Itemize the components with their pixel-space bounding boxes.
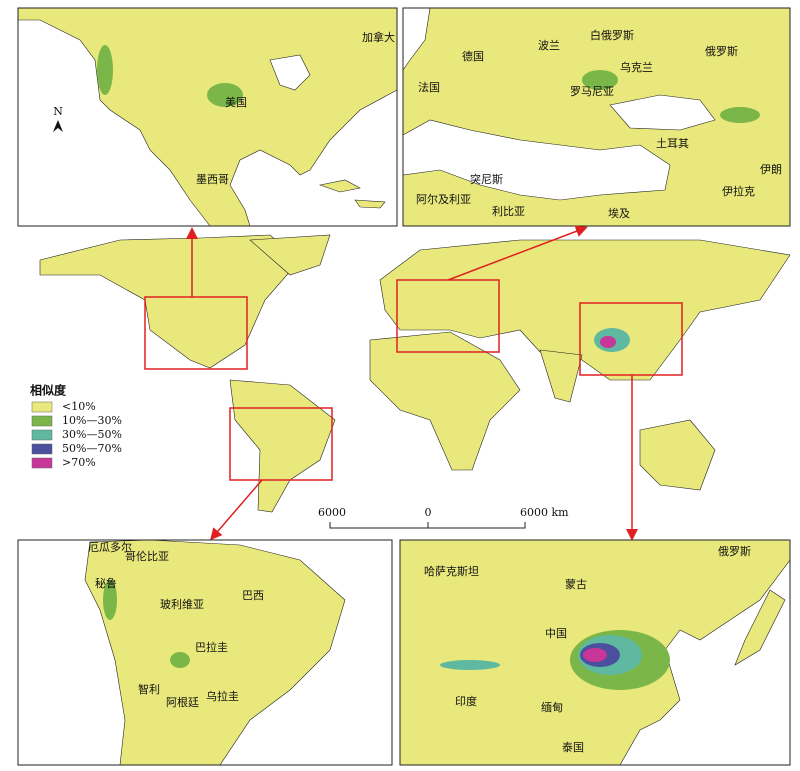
legend-label: >70% xyxy=(62,456,96,469)
country-label: 泰国 xyxy=(562,740,584,754)
north-arrow xyxy=(53,120,63,132)
country-label: 印度 xyxy=(455,694,477,708)
inset-europe: 白俄罗斯 波兰 德国 俄罗斯 乌克兰 法国 罗马尼亚 土耳其 伊朗 伊拉克 阿尔… xyxy=(402,7,791,227)
country-label: 俄罗斯 xyxy=(718,545,751,558)
country-label: 蒙古 xyxy=(565,578,587,591)
similarity-patch xyxy=(583,648,607,662)
country-label: 伊朗 xyxy=(760,163,782,176)
country-label: 法国 xyxy=(418,80,440,94)
legend-swatch xyxy=(31,429,53,441)
country-label: 厄瓜多尔 xyxy=(88,540,132,554)
country-label: 伊拉克 xyxy=(722,184,755,198)
similarity-patch xyxy=(207,83,243,107)
north-label: N xyxy=(53,105,63,118)
inset-south-america: 厄瓜多尔 哥伦比亚 秘鲁 玻利维亚 巴西 巴拉圭 智利 阿根廷 乌拉圭 xyxy=(17,539,393,766)
island xyxy=(354,199,386,209)
island xyxy=(318,179,361,193)
country-label: 乌克兰 xyxy=(620,60,653,74)
japan xyxy=(734,589,786,666)
africa xyxy=(369,331,521,471)
country-label: 乌拉圭 xyxy=(206,689,239,703)
similarity-patch xyxy=(440,660,500,670)
north-america xyxy=(39,234,301,369)
country-label: 罗马尼亚 xyxy=(570,85,614,98)
legend-label: 50%—70% xyxy=(62,442,122,455)
south-america xyxy=(229,379,336,513)
country-label: 秘鲁 xyxy=(95,576,117,590)
inset-frame xyxy=(17,7,398,227)
sea xyxy=(402,119,671,201)
eurasia xyxy=(379,239,791,381)
legend-label: <10% xyxy=(62,400,96,413)
similarity-patch xyxy=(582,70,618,90)
country-label: 土耳其 xyxy=(656,137,689,150)
country-label: 智利 xyxy=(138,682,160,696)
india xyxy=(539,349,583,403)
country-label: 俄罗斯 xyxy=(705,45,738,58)
country-label: 德国 xyxy=(462,49,484,63)
black-sea xyxy=(609,94,716,131)
country-label: 中国 xyxy=(545,627,567,640)
region-box xyxy=(229,407,333,481)
region-box xyxy=(144,296,248,370)
legend-swatch xyxy=(31,415,53,427)
country-label: 缅甸 xyxy=(541,700,563,714)
legend-label: 10%—30% xyxy=(62,414,122,427)
greenland xyxy=(249,234,331,276)
country-label: 哥伦比亚 xyxy=(125,549,169,563)
arrow xyxy=(210,479,263,541)
country-label: 波兰 xyxy=(538,39,560,52)
legend-title: 相似度 xyxy=(30,383,67,398)
scale-label: 6000 km xyxy=(520,506,569,519)
arrow xyxy=(447,225,588,281)
legend: 相似度 <10%10%—30%30%—50%50%—70%>70% xyxy=(30,383,122,470)
country-label: 玻利维亚 xyxy=(160,598,204,611)
lake xyxy=(269,54,311,91)
similarity-patch xyxy=(600,336,616,348)
inset-north-america: 加拿大 美国 墨西哥 N xyxy=(17,7,398,227)
country-label: 巴拉圭 xyxy=(195,640,228,654)
similarity-patch xyxy=(170,652,190,668)
inset-frame xyxy=(399,539,791,766)
country-label: 白俄罗斯 xyxy=(590,28,634,42)
inset-asia: 哈萨克斯坦 俄罗斯 蒙古 中国 印度 缅甸 泰国 xyxy=(399,539,791,766)
similarity-patch xyxy=(97,45,113,95)
country-label: 突尼斯 xyxy=(470,172,503,186)
country-label: 哈萨克斯坦 xyxy=(424,564,479,578)
inset-frame xyxy=(402,7,791,227)
scale-label: 6000 xyxy=(318,506,346,519)
country-label: 巴西 xyxy=(242,589,264,602)
legend-swatch xyxy=(31,457,53,469)
country-label: 埃及 xyxy=(608,206,630,220)
country-label: 加拿大 xyxy=(362,30,395,44)
similarity-patch xyxy=(103,580,117,620)
country-label: 利比亚 xyxy=(492,205,525,218)
legend-swatch xyxy=(31,401,53,413)
region-box xyxy=(579,302,683,376)
country-label: 美国 xyxy=(225,96,247,109)
country-label: 阿尔及利亚 xyxy=(416,193,471,206)
country-label: 阿根廷 xyxy=(166,695,199,709)
inset-frame xyxy=(17,539,393,766)
legend-label: 30%—50% xyxy=(62,428,122,441)
similarity-patch xyxy=(720,107,760,123)
legend-swatch xyxy=(31,443,53,455)
scale-label: 0 xyxy=(425,506,432,519)
country-label: 墨西哥 xyxy=(196,173,229,186)
land xyxy=(84,539,346,766)
world-map: 6000 0 6000 km 相似度 <10%10%—30%30%—50%50%… xyxy=(30,225,791,541)
australia xyxy=(639,419,716,491)
